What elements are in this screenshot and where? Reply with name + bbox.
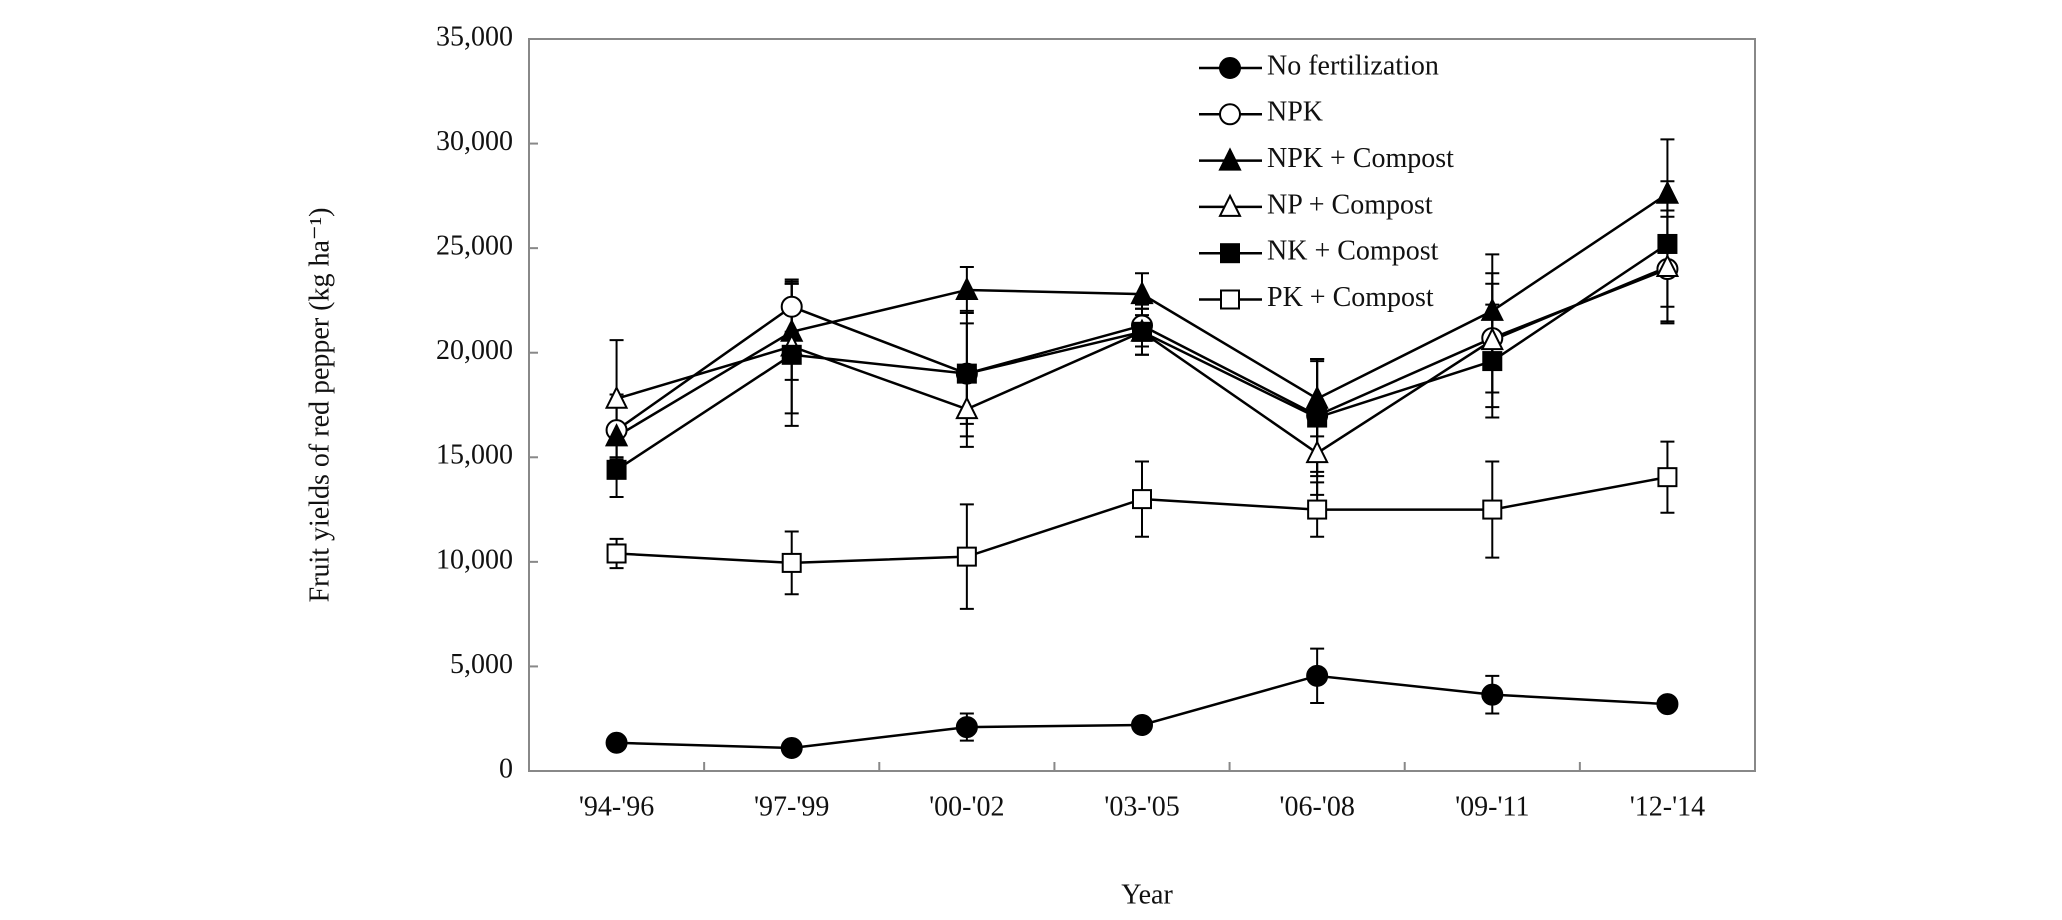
x-axis-title: Year: [1121, 879, 1173, 910]
data-point: [1130, 280, 1154, 305]
y-tick-label: 20,000: [436, 335, 513, 366]
data-point: [1480, 297, 1504, 321]
data-point: [606, 543, 627, 564]
x-tick-label: '09-'11: [1455, 791, 1529, 822]
legend-marker: [1220, 289, 1240, 310]
data-point: [955, 395, 979, 420]
data-point: [1482, 499, 1503, 520]
data-point: [1655, 253, 1680, 277]
y-axis-title: Fruit yields of red pepper (kg ha⁻¹): [304, 208, 335, 603]
data-point: [606, 459, 627, 480]
data-point: [1307, 407, 1328, 428]
data-point: [956, 363, 977, 384]
y-tick-label: 0: [499, 753, 513, 784]
legend-marker: [1218, 147, 1242, 171]
data-point: [1655, 180, 1680, 204]
data-point: [781, 552, 802, 573]
data-point: [604, 385, 629, 409]
x-tick-label: '12-'14: [1630, 791, 1705, 822]
data-point: [1305, 439, 1329, 464]
legend-marker: [1219, 103, 1241, 126]
data-point: [1306, 664, 1329, 687]
x-tick-label: '00-'02: [929, 791, 1004, 822]
data-point: [1656, 693, 1679, 716]
y-tick-label: 5,000: [450, 649, 513, 680]
legend-marker: [1218, 193, 1242, 217]
data-point: [1482, 351, 1503, 372]
x-tick-label: '94-'96: [579, 791, 654, 822]
legend-marker: [1220, 243, 1240, 264]
data-point: [1132, 489, 1152, 510]
data-point: [956, 546, 977, 567]
plot-frame: [528, 38, 1756, 772]
data-point: [955, 276, 979, 300]
legend-label: NP + Compost: [1267, 189, 1433, 220]
data-point: [1657, 233, 1678, 254]
x-tick-label: '97-'99: [754, 791, 829, 822]
data-point: [1132, 321, 1152, 342]
y-tick-label: 25,000: [436, 231, 513, 262]
legend-label: No fertilization: [1267, 50, 1439, 81]
data-point: [1131, 713, 1153, 736]
x-tick-label: '03-'05: [1104, 791, 1179, 822]
legend-label: NK + Compost: [1267, 236, 1439, 267]
y-tick-label: 35,000: [436, 21, 513, 52]
data-point: [780, 295, 803, 318]
x-tick-label: '06-'08: [1279, 791, 1354, 822]
data-point: [604, 423, 629, 447]
data-point: [1481, 683, 1504, 706]
legend-label: NPK + Compost: [1267, 143, 1454, 174]
data-point: [780, 736, 803, 759]
legend-label: NPK: [1267, 97, 1323, 128]
data-point: [1657, 467, 1678, 488]
y-tick-label: 10,000: [436, 544, 513, 575]
y-tick-label: 15,000: [436, 440, 513, 471]
data-point: [1480, 326, 1504, 351]
y-tick-label: 30,000: [436, 126, 513, 157]
data-point: [781, 344, 802, 365]
legend-marker: [1219, 57, 1241, 79]
data-point: [605, 731, 628, 754]
legend-label: PK + Compost: [1267, 282, 1434, 313]
data-point: [1307, 499, 1328, 520]
data-point: [955, 716, 978, 739]
